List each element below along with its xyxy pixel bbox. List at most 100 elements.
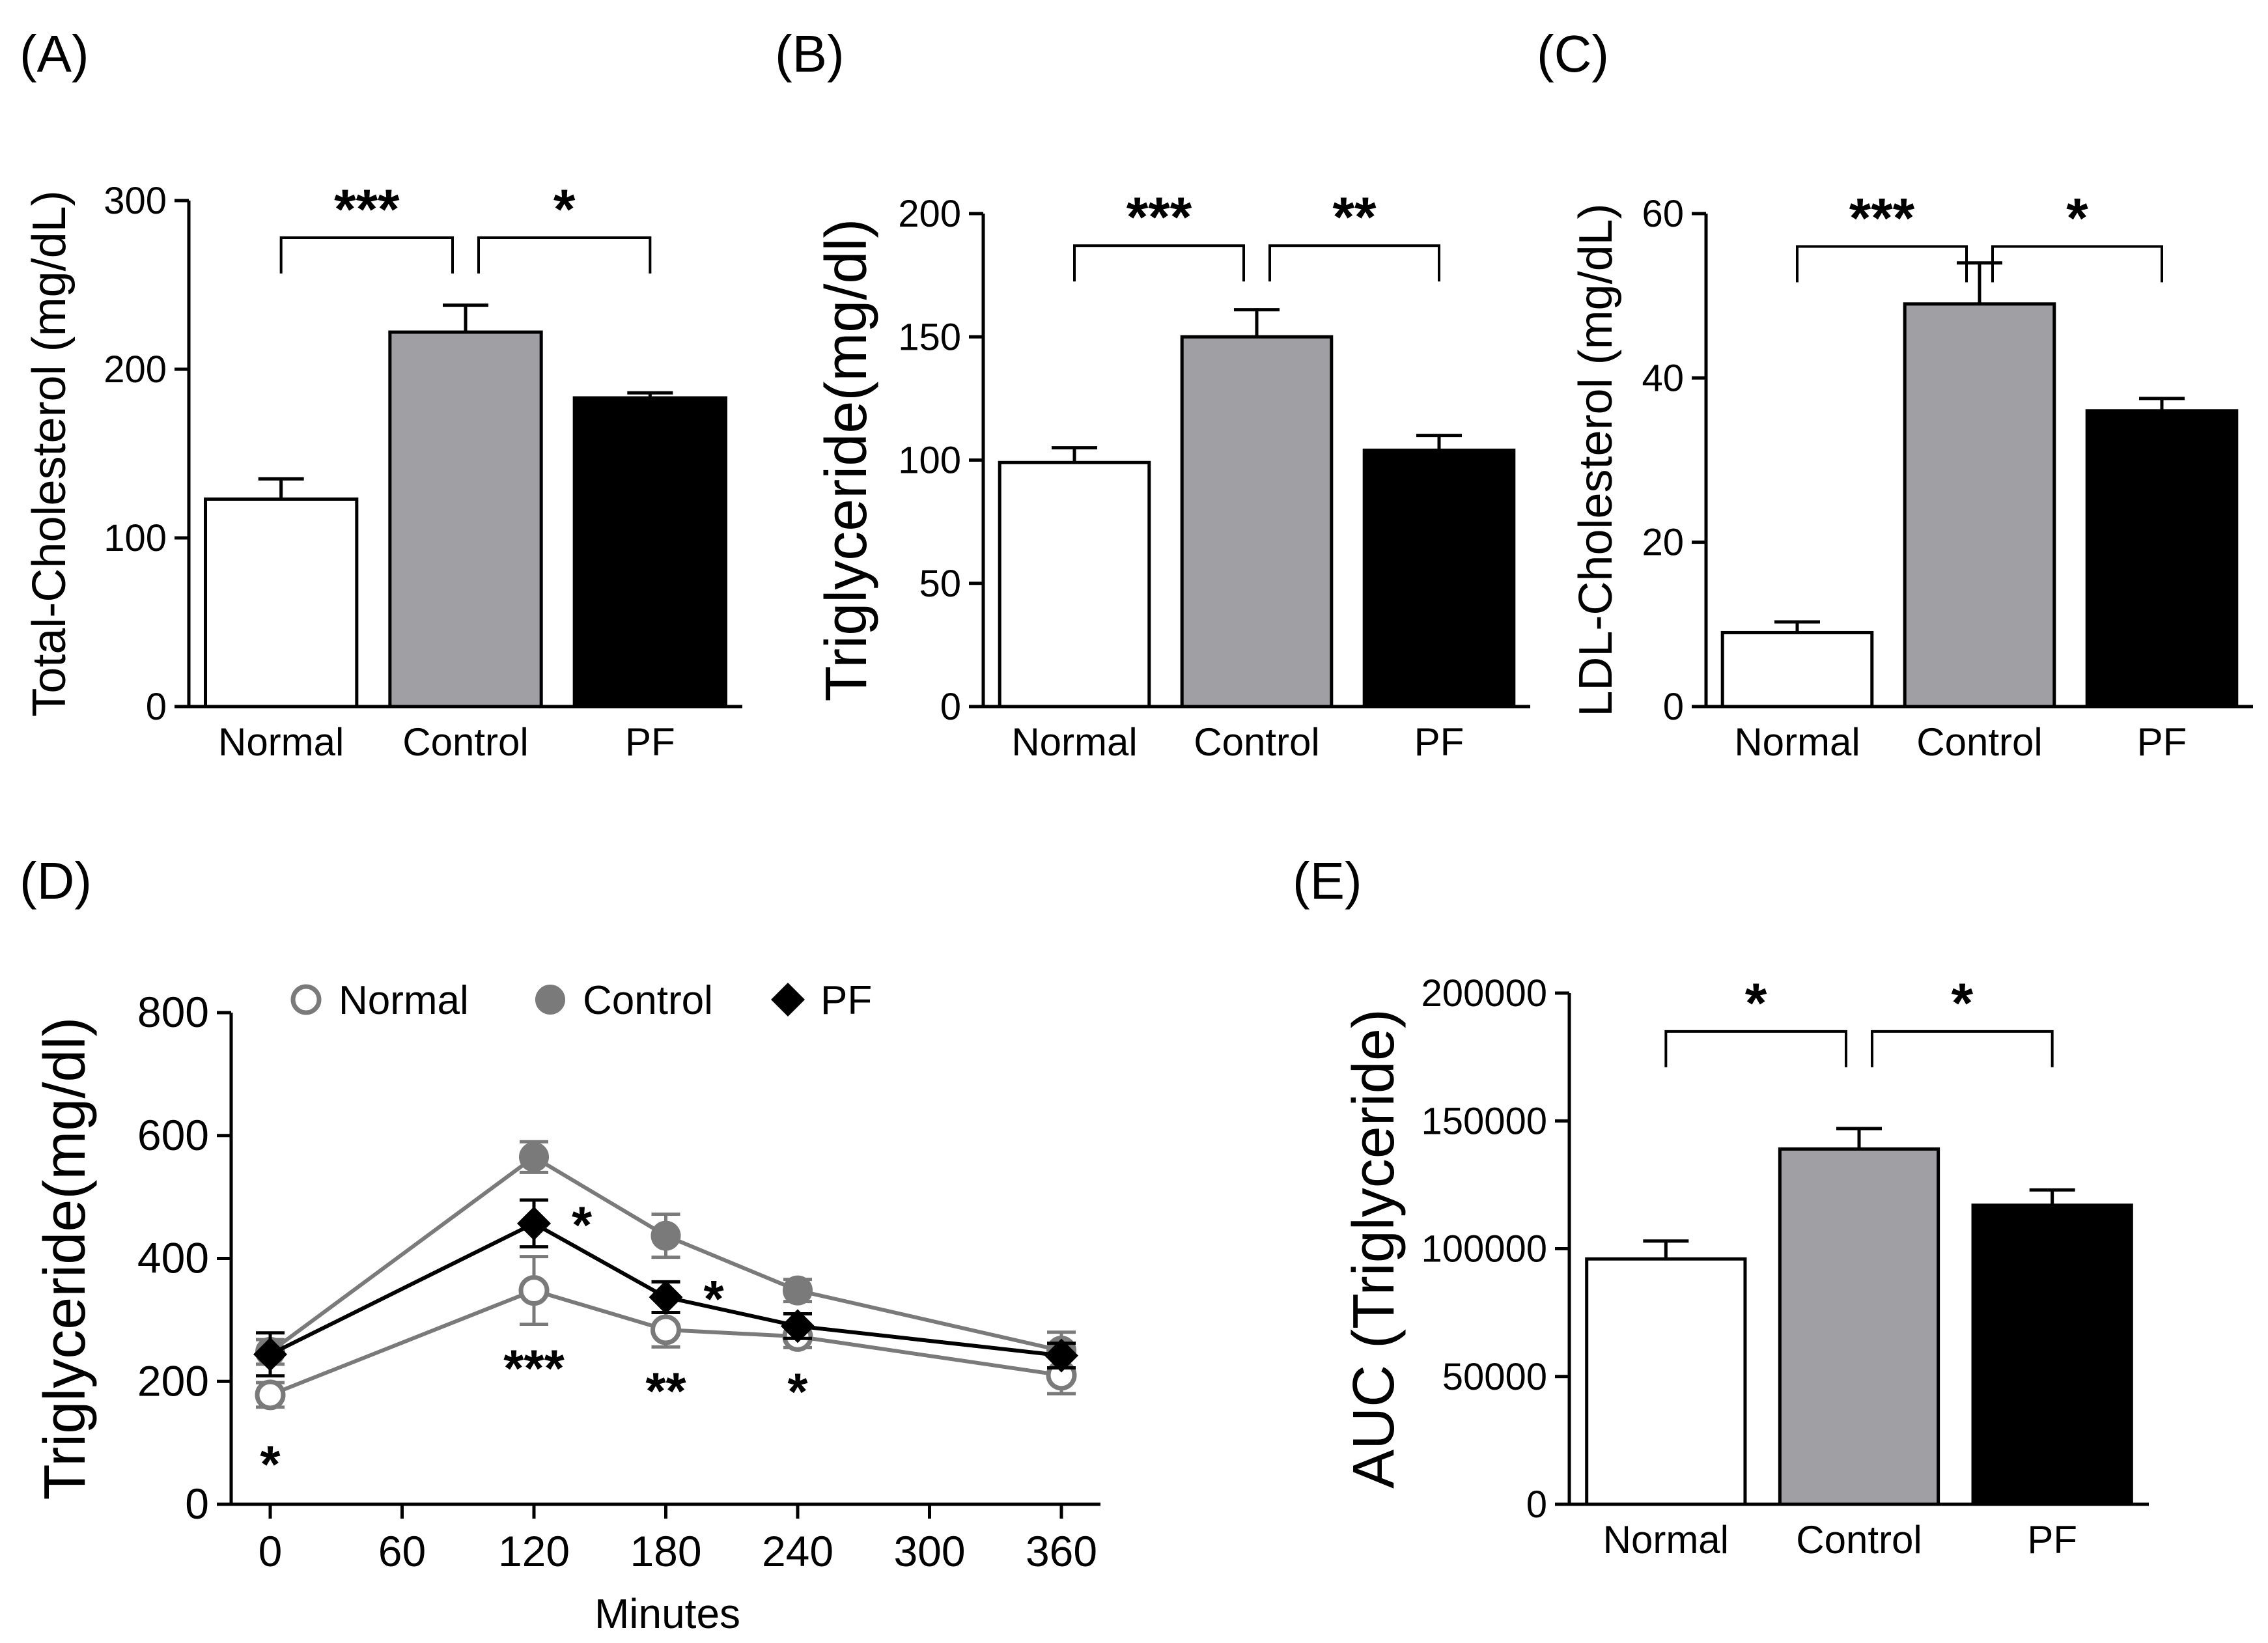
category-label: Normal <box>1734 720 1860 764</box>
y-axis-title: Total-Cholesterol (mg/dL) <box>23 190 76 716</box>
panel-label: (D) <box>20 852 92 910</box>
y-tick-label: 0 <box>940 686 961 728</box>
category-label: PF <box>1414 720 1464 764</box>
significance-label: * <box>553 178 576 241</box>
panel-label: (C) <box>1537 25 1609 83</box>
y-tick-label: 0 <box>1663 686 1684 728</box>
data-point <box>651 1314 681 1345</box>
x-tick-label: 180 <box>630 1527 701 1575</box>
category-label: Normal <box>1011 720 1137 764</box>
y-tick-label: 600 <box>137 1111 209 1159</box>
data-point <box>518 1275 550 1306</box>
x-tick-label: 120 <box>498 1527 570 1575</box>
bar-normal <box>204 497 359 709</box>
data-point <box>649 1280 683 1314</box>
x-tick-label: 300 <box>893 1527 965 1575</box>
data-point <box>290 984 322 1015</box>
panel-label: (B) <box>775 25 845 83</box>
bar-control <box>388 330 543 709</box>
y-tick-label: 20 <box>1642 522 1684 564</box>
y-tick-label: 0 <box>1526 1483 1547 1526</box>
data-point <box>781 1309 815 1343</box>
category-label: PF <box>2027 1518 2077 1562</box>
y-tick-label: 40 <box>1642 357 1684 399</box>
data-point <box>255 1379 286 1411</box>
significance-label: * <box>260 1435 281 1493</box>
category-label: Control <box>1916 720 2042 764</box>
y-tick-label: 200000 <box>1421 972 1547 1015</box>
significance-bracket <box>1268 244 1440 282</box>
panel-d: (D) 0 200 400 600 800 0 60 120 180 240 300 360 Minute… <box>20 852 1100 1637</box>
significance-bracket <box>1073 244 1245 282</box>
series-pf <box>253 1198 1078 1378</box>
data-point <box>519 1142 549 1172</box>
data-point <box>771 983 805 1017</box>
category-label: PF <box>2137 720 2187 764</box>
data-point <box>253 1337 287 1371</box>
bar-pf <box>2085 409 2239 709</box>
y-tick-label: 100 <box>104 517 167 559</box>
legend-label: Normal <box>339 978 469 1023</box>
significance-label: * <box>1745 972 1767 1035</box>
significance-bracket <box>477 236 652 274</box>
x-axis-title: Minutes <box>595 1590 740 1637</box>
legend-label: Control <box>583 978 713 1023</box>
significance-label: * <box>572 1196 593 1254</box>
panel-e: (E) 0 50000 100000 150000 200000 AUC (Triglyce… <box>1293 852 2149 1562</box>
y-axis-title: Triglyceride(mg/dl) <box>814 219 879 702</box>
significance-label: * <box>787 1362 808 1420</box>
panel-a: (A) 0 100 200 300 Total-Cholesterol (mg/dL) No… <box>20 25 742 764</box>
y-axis-title: LDL-Cholesterol (mg/dL) <box>1570 203 1622 716</box>
significance-bracket <box>279 236 454 274</box>
data-point <box>651 1220 681 1251</box>
category-label: Control <box>402 720 528 764</box>
y-tick-label: 100000 <box>1421 1228 1547 1271</box>
x-tick-label: 0 <box>259 1527 283 1575</box>
bar-normal <box>998 460 1151 709</box>
y-tick-label: 200 <box>137 1356 209 1405</box>
panel-label: (A) <box>20 25 89 83</box>
significance-bracket <box>1991 245 2163 283</box>
significance-bracket <box>1871 1030 2054 1067</box>
x-tick-label: 60 <box>378 1527 426 1575</box>
significance-label: *** <box>503 1339 565 1397</box>
y-axis-title: Triglyceride(mg/dl) <box>33 1017 98 1500</box>
category-label: Control <box>1796 1518 1922 1562</box>
y-tick-label: 200 <box>898 193 961 235</box>
category-label: Control <box>1194 720 1319 764</box>
data-point <box>1044 1338 1078 1373</box>
panel-b: (B) 0 50 100 150 200 Triglyceride(mg/dl) Normal… <box>775 25 1530 764</box>
panel-label: (E) <box>1293 852 1362 910</box>
y-tick-label: 150000 <box>1421 1100 1547 1142</box>
x-tick-label: 240 <box>762 1527 833 1575</box>
significance-label: *** <box>1849 187 1915 249</box>
y-tick-label: 150 <box>898 316 961 358</box>
y-tick-label: 50 <box>919 563 961 605</box>
bar-control <box>1180 335 1334 709</box>
significance-label: *** <box>334 178 400 241</box>
significance-label: ** <box>1333 186 1377 249</box>
data-point <box>517 1206 551 1241</box>
y-tick-label: 300 <box>104 180 167 222</box>
significance-bracket <box>1664 1030 1847 1067</box>
data-point <box>783 1275 813 1306</box>
significance-label: * <box>704 1270 725 1328</box>
category-label: Normal <box>218 720 344 764</box>
bar-pf <box>572 396 728 709</box>
legend: Normal Control PF <box>290 978 872 1023</box>
y-tick-label: 400 <box>137 1234 209 1282</box>
y-tick-label: 100 <box>898 440 961 482</box>
y-tick-label: 50000 <box>1442 1356 1547 1398</box>
legend-label: PF <box>820 978 872 1023</box>
y-tick-label: 0 <box>146 686 167 728</box>
data-point <box>535 985 565 1015</box>
significance-label: ** <box>645 1362 686 1420</box>
panel-c: (C) 0 20 40 60 LDL-Cholesterol (mg/dL) Normal C… <box>1537 25 2253 764</box>
y-tick-label: 60 <box>1642 193 1684 235</box>
category-label: PF <box>625 720 675 764</box>
significance-label: *** <box>1127 186 1192 249</box>
x-tick-label: 360 <box>1026 1527 1097 1575</box>
bar-normal <box>1720 630 1874 709</box>
significance-label: * <box>2066 187 2088 249</box>
